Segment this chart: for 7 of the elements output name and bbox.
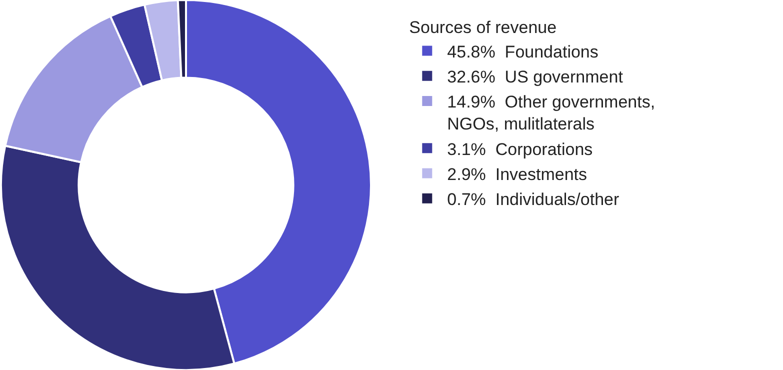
- legend-label: 2.9% Investments: [447, 164, 588, 184]
- legend-title: Sources of revenue: [409, 18, 557, 38]
- legend-label: 32.6% US government: [447, 67, 624, 86]
- legend-label: 0.7% Individuals/other: [447, 190, 620, 209]
- legend-label: 45.8% Foundations: [447, 42, 598, 62]
- legend-label: 3.1% Corporations: [447, 140, 593, 159]
- legend-label: 14.9% Other governments, NGOs, mulitlaterals: [447, 92, 656, 134]
